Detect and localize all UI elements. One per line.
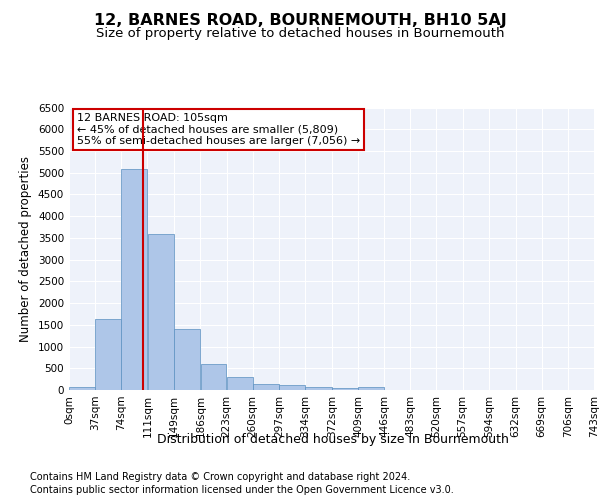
Bar — [69, 386, 95, 390]
Text: Size of property relative to detached houses in Bournemouth: Size of property relative to detached ho… — [96, 28, 504, 40]
Bar — [121, 170, 148, 390]
Bar — [200, 364, 226, 390]
Bar — [358, 387, 384, 390]
Bar — [148, 234, 174, 390]
Bar — [279, 386, 305, 390]
Text: Distribution of detached houses by size in Bournemouth: Distribution of detached houses by size … — [157, 432, 509, 446]
Text: Contains public sector information licensed under the Open Government Licence v3: Contains public sector information licen… — [30, 485, 454, 495]
Bar — [253, 384, 279, 390]
Bar — [305, 387, 332, 390]
Text: 12 BARNES ROAD: 105sqm
← 45% of detached houses are smaller (5,809)
55% of semi-: 12 BARNES ROAD: 105sqm ← 45% of detached… — [77, 113, 360, 146]
Y-axis label: Number of detached properties: Number of detached properties — [19, 156, 32, 342]
Bar — [95, 320, 121, 390]
Bar — [227, 378, 253, 390]
Text: 12, BARNES ROAD, BOURNEMOUTH, BH10 5AJ: 12, BARNES ROAD, BOURNEMOUTH, BH10 5AJ — [94, 12, 506, 28]
Bar — [175, 328, 200, 390]
Bar — [332, 388, 358, 390]
Text: Contains HM Land Registry data © Crown copyright and database right 2024.: Contains HM Land Registry data © Crown c… — [30, 472, 410, 482]
